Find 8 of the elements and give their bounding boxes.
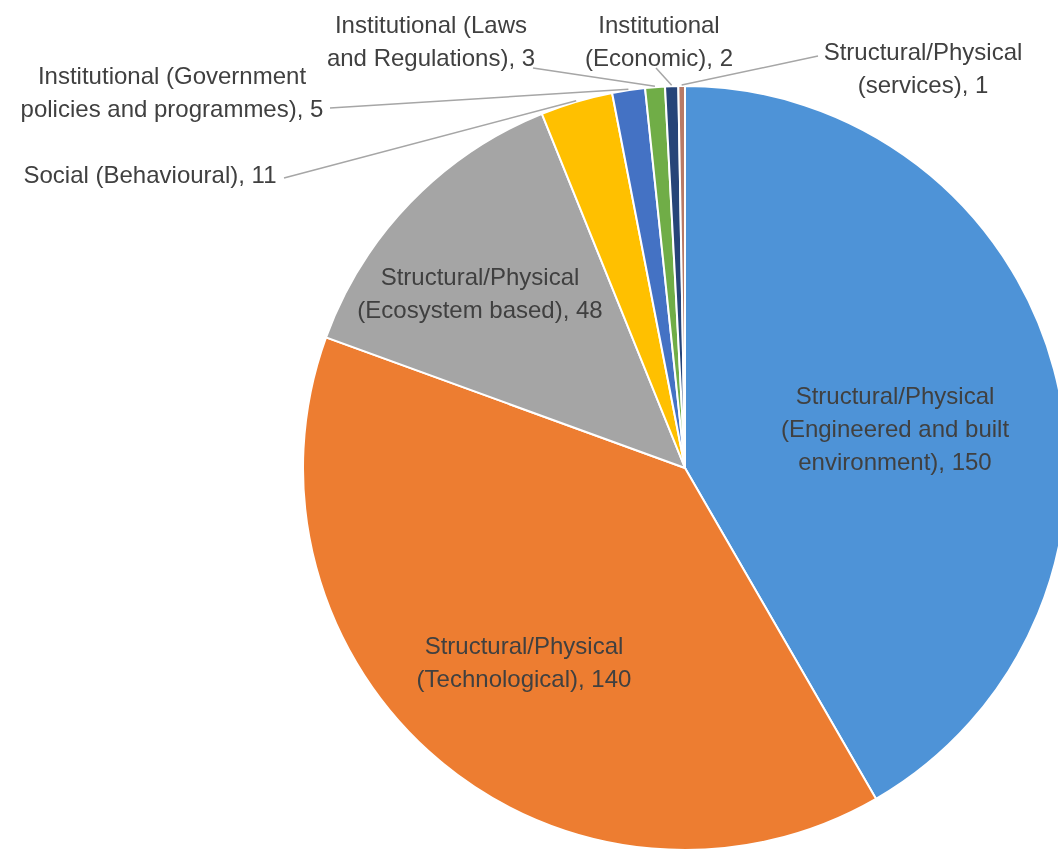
slice-label: Institutional (Economic), 2 (584, 10, 734, 71)
slice-label: Institutional (Government policies and programmes), 5 (20, 61, 324, 122)
slice-label: Structural/Physical (Ecosystem based), 48 (357, 262, 603, 323)
slice-label: Structural/Physical (Technological), 140 (416, 631, 632, 692)
slice-label: Structural/Physical (Engineered and built environment), 150 (780, 381, 1010, 475)
slice-label: Institutional (Laws and Regulations), 3 (326, 10, 536, 71)
slice-label: Structural/Physical (services), 1 (823, 37, 1023, 98)
slice-label: Social (Behavioural), 11 (23, 160, 277, 188)
